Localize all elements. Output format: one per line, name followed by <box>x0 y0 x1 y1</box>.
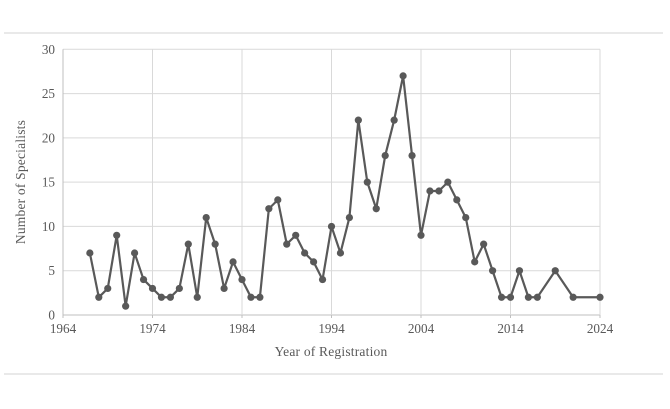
data-point-marker <box>408 151 416 160</box>
data-point-marker <box>372 205 380 213</box>
y-tick-label: 10 <box>42 219 56 234</box>
x-axis-title: Year of Registration <box>274 344 388 359</box>
data-point-marker <box>175 284 183 293</box>
data-point-marker <box>524 293 533 301</box>
data-point-marker <box>238 275 246 284</box>
data-point-marker <box>86 249 94 257</box>
data-point-marker <box>301 249 309 257</box>
data-point-marker <box>318 275 327 284</box>
data-point-marker <box>596 293 604 301</box>
x-tick-label: 2024 <box>587 321 614 336</box>
data-point-marker <box>131 249 139 257</box>
data-point-marker <box>569 293 577 301</box>
y-tick-label: 0 <box>48 308 55 323</box>
data-point-marker <box>399 72 407 80</box>
data-point-marker <box>113 231 121 239</box>
data-point-marker <box>256 293 264 301</box>
x-tick-label: 1974 <box>139 321 166 336</box>
data-point-marker <box>265 205 273 213</box>
series-line <box>88 74 602 308</box>
data-point-marker <box>462 213 470 222</box>
data-point-marker <box>310 258 318 266</box>
y-tick-label: 20 <box>42 130 56 145</box>
data-point-marker <box>444 178 452 186</box>
data-point-marker <box>381 151 389 160</box>
top-divider <box>4 32 663 34</box>
data-point-marker <box>515 267 524 275</box>
y-axis-title: Number of Specialists <box>13 119 28 245</box>
x-tick-label: 1964 <box>50 321 77 336</box>
y-tick-label: 5 <box>48 263 55 278</box>
data-point-marker <box>220 284 228 293</box>
data-point-marker <box>453 196 461 204</box>
data-point-marker <box>426 187 434 195</box>
data-point-marker <box>166 293 174 301</box>
data-point-marker <box>283 240 291 248</box>
x-tick-label: 1994 <box>318 321 345 336</box>
data-point-marker <box>435 187 443 195</box>
data-point-marker <box>292 231 300 239</box>
data-point-marker <box>184 240 192 248</box>
data-point-marker <box>139 275 148 284</box>
y-tick-label: 15 <box>42 175 56 190</box>
data-point-marker <box>193 293 201 301</box>
bottom-divider <box>4 373 663 375</box>
data-point-marker <box>327 222 336 231</box>
data-point-marker <box>336 249 345 257</box>
data-point-marker <box>345 213 353 222</box>
data-point-marker <box>390 116 398 124</box>
data-point-marker <box>471 258 479 266</box>
data-point-marker <box>104 284 112 293</box>
data-point-marker <box>247 293 255 301</box>
data-point-marker <box>354 116 362 124</box>
data-point-marker <box>122 302 130 310</box>
data-point-marker <box>148 284 157 293</box>
x-tick-label: 1984 <box>229 321 256 336</box>
data-point-marker <box>95 293 103 301</box>
data-point-marker <box>211 240 219 248</box>
data-point-marker <box>274 196 282 204</box>
x-tick-label: 2004 <box>408 321 435 336</box>
data-point-marker <box>497 293 506 301</box>
x-tick-label: 2014 <box>497 321 524 336</box>
data-point-marker <box>533 293 541 301</box>
data-point-marker <box>417 231 425 239</box>
y-tick-label: 25 <box>42 86 56 101</box>
y-tick-label: 30 <box>42 42 56 57</box>
data-point-marker <box>157 293 166 301</box>
data-point-marker <box>363 178 371 186</box>
data-point-marker <box>551 267 559 275</box>
data-point-marker <box>489 267 497 275</box>
data-point-marker <box>506 293 515 301</box>
data-point-marker <box>480 240 488 248</box>
data-point-marker <box>202 213 210 222</box>
data-point-marker <box>229 258 237 266</box>
